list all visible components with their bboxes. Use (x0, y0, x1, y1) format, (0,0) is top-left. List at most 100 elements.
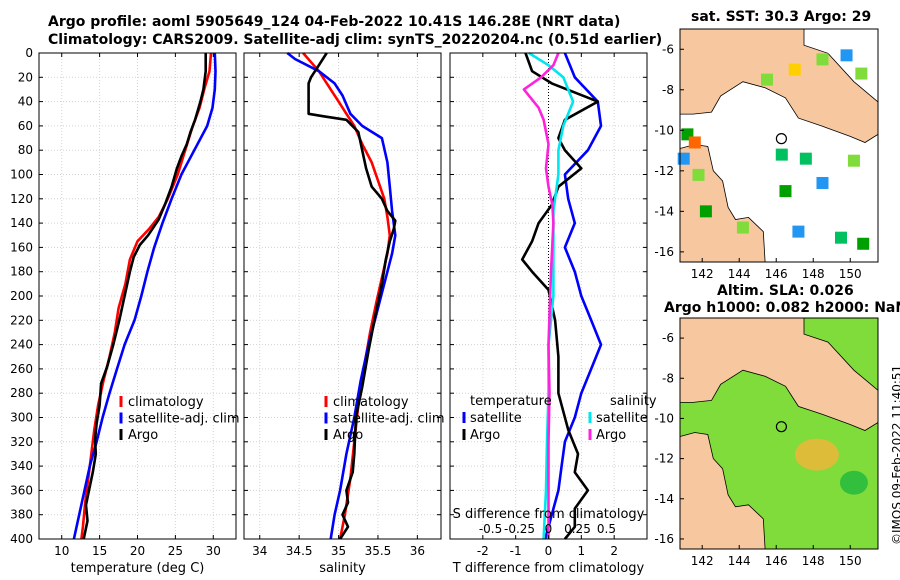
sst-map-ytick-label: -10 (654, 123, 674, 137)
sst-map-xtick-label: 148 (802, 267, 825, 281)
series-line-salinity-argo (522, 52, 560, 539)
ytick-label: 320 (10, 435, 33, 449)
ytick-label: 160 (10, 240, 33, 254)
sst-data-cell (692, 168, 705, 181)
panel3-xtick-label: 1 (578, 544, 586, 558)
altim-map-ytick-label: -16 (654, 532, 674, 546)
ytick-label: 200 (10, 289, 33, 303)
panel3-xtick-label: -1 (510, 544, 522, 558)
credit-text: ©IMOS 09-Feb-2022 11:40:51 (890, 364, 900, 545)
altim-map-ytick-label: -12 (654, 452, 674, 466)
series-line-argo (82, 53, 207, 540)
panel2-xlabel: salinity (319, 561, 366, 576)
ytick-label: 180 (10, 265, 33, 279)
altim-map-ytick-label: -6 (662, 331, 674, 345)
sst-data-cell (775, 148, 788, 161)
ytick-label: 40 (18, 95, 33, 109)
ytick-label: 240 (10, 338, 33, 352)
xtick2-label: -0.5 (479, 522, 502, 536)
sst-data-cell (699, 205, 712, 218)
ytick-label: 340 (10, 459, 33, 473)
sst-data-cell (779, 185, 792, 198)
altim-title-1: Altim. SLA: 0.026 (717, 283, 854, 299)
legend-temperature-title: temperature (470, 394, 552, 409)
altim-map-land-0 (679, 317, 879, 431)
sst-map-xtick-label: 150 (839, 267, 862, 281)
sst-map-ytick-label: -16 (654, 245, 674, 259)
legend-label-0: climatology (128, 395, 204, 410)
panel3-xtick-label: -2 (477, 544, 489, 558)
legend-label-2: Argo (128, 428, 158, 443)
ytick-label: 20 (18, 70, 33, 84)
altim-anomaly-low (839, 470, 868, 495)
altim-map-frame (679, 317, 879, 550)
title-line1: Argo profile: aoml 5905649_124 04-Feb-20… (48, 14, 621, 30)
panel1-xtick-label: 10 (54, 544, 69, 558)
sst-map-title: sat. SST: 30.3 Argo: 29 (691, 9, 872, 25)
panel2-xtick-label: 34 (252, 544, 267, 558)
ytick-label: 260 (10, 362, 33, 376)
panel2-background (244, 53, 441, 539)
altim-map-xtick-label: 144 (728, 554, 751, 568)
sst-data-cell (688, 136, 701, 149)
xtick2-label: 0 (545, 522, 553, 536)
panel2-xtick-label: 36 (410, 544, 425, 558)
sst-map-ytick-label: -6 (662, 42, 674, 56)
altim-map-ytick-label: -10 (654, 411, 674, 425)
legend-label-1: satellite-adj. clim (333, 412, 445, 427)
ytick-label: 60 (18, 119, 33, 133)
panel1-xtick-label: 25 (168, 544, 183, 558)
panel3-xtick-label: 2 (610, 544, 618, 558)
sst-map-xtick-label: 146 (765, 267, 788, 281)
ytick-label: 120 (10, 192, 33, 206)
panel1-xtick-label: 30 (206, 544, 221, 558)
sst-data-cell (816, 176, 829, 189)
sst-map-profile-marker (775, 133, 788, 145)
title-line2: Climatology: CARS2009. Satellite-adj cli… (48, 32, 663, 48)
legend-temp-label-0: satellite (470, 411, 522, 426)
sst-map-xtick-label: 142 (691, 267, 714, 281)
xtick2-label: -0.25 (504, 522, 535, 536)
altim-map-ytick-label: -8 (662, 371, 674, 385)
sst-data-cell (840, 49, 853, 62)
legend-temp-label-1: Argo (470, 428, 500, 443)
sst-map-frame (679, 28, 879, 263)
sst-data-cell (847, 154, 860, 167)
series-line-satellite-adj-clim (72, 52, 217, 540)
ytick-label: 80 (18, 143, 33, 157)
ytick-label: 360 (10, 483, 33, 497)
xtick2-label: 0.25 (564, 522, 591, 536)
sst-map-ytick-label: -12 (654, 164, 674, 178)
panel3-xtick-label: 0 (545, 544, 553, 558)
sst-data-cell (792, 225, 805, 238)
series-line-temperature-satellite (543, 52, 603, 540)
altim-map-xtick-label: 146 (765, 554, 788, 568)
altim-map-xtick-label: 142 (691, 554, 714, 568)
altim-anomaly-high (794, 438, 839, 471)
sst-data-cell (788, 63, 801, 76)
ytick-label: 0 (25, 46, 33, 60)
panel2-xtick-label: 34.5 (286, 544, 313, 558)
panel3-xlabel: T difference from climatology (452, 561, 645, 576)
legend-label-0: climatology (333, 395, 409, 410)
sst-data-cell (834, 231, 847, 244)
legend-sal-label-0: satellite (596, 411, 648, 426)
sst-data-cell (816, 53, 829, 66)
xlabel2: S difference from climatology (453, 507, 645, 522)
panel1-xtick-label: 15 (92, 544, 107, 558)
panel1-xtick-label: 20 (130, 544, 145, 558)
legend-sal-label-1: Argo (596, 428, 626, 443)
xtick2-label: 0.5 (597, 522, 616, 536)
ytick-label: 300 (10, 411, 33, 425)
sst-data-cell (857, 237, 870, 250)
sst-data-cell (799, 152, 812, 165)
sst-map-ytick-label: -14 (654, 204, 674, 218)
ytick-label: 400 (10, 532, 33, 546)
altim-map-ytick-label: -14 (654, 492, 674, 506)
sst-data-cell (760, 73, 773, 86)
altim-map-xtick-label: 148 (802, 554, 825, 568)
legend-label-2: Argo (333, 428, 363, 443)
legend-label-1: satellite-adj. clim (128, 412, 240, 427)
sst-map-land-0 (679, 28, 879, 143)
